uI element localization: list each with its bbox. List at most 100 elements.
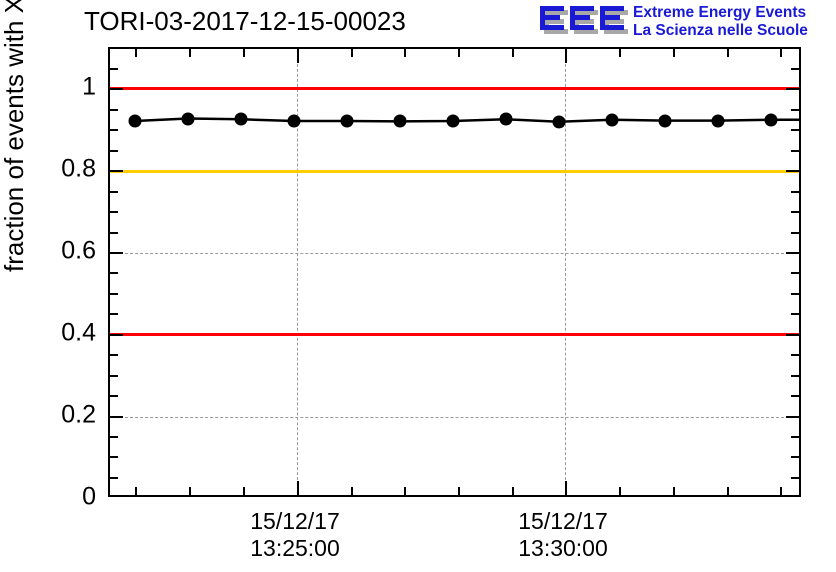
y-tick-minor-3	[110, 436, 118, 438]
data-point	[711, 114, 725, 128]
gridline-y-0-2	[110, 417, 799, 418]
y-tick-minor-16	[110, 68, 118, 70]
data-point	[605, 113, 619, 127]
y-tick-minor-14	[110, 129, 118, 131]
data-point	[128, 114, 142, 128]
y-tick-label-0-8: 0.8	[61, 154, 96, 183]
y-tick-label-0-2: 0.2	[61, 400, 96, 429]
x-tick-label-1: 15/12/17 13:25:00	[215, 508, 375, 562]
gridline-x-1	[297, 49, 298, 495]
upper-limit-line	[110, 87, 799, 90]
x-tick-major-2	[565, 481, 567, 495]
eee-logo-mark	[540, 6, 628, 34]
y-tick-right-minor-1	[791, 477, 799, 479]
x-tick-label-1-time: 13:25:00	[250, 535, 340, 561]
y-tick-right-0-6	[786, 252, 799, 254]
plot-inner	[110, 49, 799, 495]
y-tick-minor-2	[110, 456, 118, 458]
x-tick-top-major-1	[297, 49, 299, 63]
y-tick-right-minor-9	[791, 272, 799, 274]
x-tick-top-minor-7	[512, 49, 514, 57]
y-tick-right-minor-2	[791, 456, 799, 458]
y-tick-label-0: 0	[82, 482, 96, 511]
y-tick-minor-12	[110, 191, 118, 193]
gridline-x-2	[565, 49, 566, 495]
x-tick-top-major-2	[565, 49, 567, 63]
y-axis-title: fraction of events with X2 < 10.0	[0, 0, 30, 272]
data-point	[181, 112, 195, 126]
x-tick-minor-1	[135, 487, 137, 495]
y-tick-right-minor-5	[791, 375, 799, 377]
x-tick-major-1	[297, 481, 299, 495]
gridline-y-0-6	[110, 253, 799, 254]
y-tick-minor-15	[110, 109, 118, 111]
x-tick-minor-11	[780, 487, 782, 495]
y-tick-right-minor-11	[791, 211, 799, 213]
x-tick-top-minor-1	[135, 49, 137, 57]
y-tick-right-minor-3	[791, 436, 799, 438]
y-tick-minor-4	[110, 395, 118, 397]
lower-limit-line	[110, 333, 799, 336]
x-tick-top-minor-3	[243, 49, 245, 57]
y-tick-right-minor-16	[791, 68, 799, 70]
x-tick-top-minor-2	[189, 49, 191, 57]
x-tick-top-minor-6	[458, 49, 460, 57]
x-tick-minor-2	[189, 487, 191, 495]
y-tick-label-0-4: 0.4	[61, 318, 96, 347]
y-tick-minor-8	[110, 293, 118, 295]
y-tick-0-8	[110, 170, 123, 172]
x-tick-minor-6	[458, 487, 460, 495]
y-tick-right-0-8	[786, 170, 799, 172]
y-tick-right-minor-14	[791, 129, 799, 131]
y-tick-minor-7	[110, 313, 118, 315]
eee-logo-text: Extreme Energy Events La Scienza nelle S…	[633, 4, 808, 40]
y-tick-minor-5	[110, 375, 118, 377]
y-tick-right-0-2	[786, 416, 799, 418]
data-point	[393, 114, 407, 128]
x-tick-top-minor-5	[404, 49, 406, 57]
data-point	[287, 114, 301, 128]
y-tick-right-minor-12	[791, 191, 799, 193]
eee-logo-line2: La Scienza nelle Scuole	[633, 22, 808, 39]
plot-area	[108, 47, 801, 497]
x-tick-top-minor-9	[673, 49, 675, 57]
x-tick-minor-3	[243, 487, 245, 495]
x-tick-top-minor-11	[780, 49, 782, 57]
x-tick-minor-10	[727, 487, 729, 495]
eee-logo: Extreme Energy Events La Scienza nelle S…	[537, 2, 833, 44]
data-series-line	[134, 117, 799, 124]
y-tick-label-0-6: 0.6	[61, 236, 96, 265]
x-tick-label-2-time: 13:30:00	[518, 535, 608, 561]
y-tick-right-1	[786, 88, 799, 90]
data-point	[658, 114, 672, 128]
x-tick-label-1-date: 15/12/17	[250, 508, 340, 534]
y-tick-minor-6	[110, 354, 118, 356]
page-title: TORI-03-2017-12-15-00023	[84, 6, 406, 36]
data-point	[340, 114, 354, 128]
data-point	[764, 113, 778, 127]
y-tick-1	[110, 88, 123, 90]
x-tick-top-minor-8	[619, 49, 621, 57]
y-tick-minor-11	[110, 211, 118, 213]
y-tick-right-minor-13	[791, 150, 799, 152]
y-tick-right-minor-15	[791, 109, 799, 111]
y-tick-right-minor-8	[791, 293, 799, 295]
data-point	[234, 112, 248, 126]
data-point	[499, 112, 513, 126]
x-tick-label-2-date: 15/12/17	[518, 508, 608, 534]
x-tick-minor-5	[404, 487, 406, 495]
y-tick-right-minor-4	[791, 395, 799, 397]
eee-logo-line1: Extreme Energy Events	[633, 4, 807, 21]
y-tick-0-2	[110, 416, 123, 418]
y-tick-minor-10	[110, 232, 118, 234]
x-tick-minor-7	[512, 487, 514, 495]
y-tick-minor-13	[110, 150, 118, 152]
x-tick-top-minor-10	[727, 49, 729, 57]
warning-line	[110, 170, 799, 173]
x-tick-top-minor-4	[351, 49, 353, 57]
y-tick-right-minor-7	[791, 313, 799, 315]
y-tick-right-minor-6	[791, 354, 799, 356]
y-tick-label-1: 1	[82, 72, 96, 101]
x-tick-minor-4	[351, 487, 353, 495]
